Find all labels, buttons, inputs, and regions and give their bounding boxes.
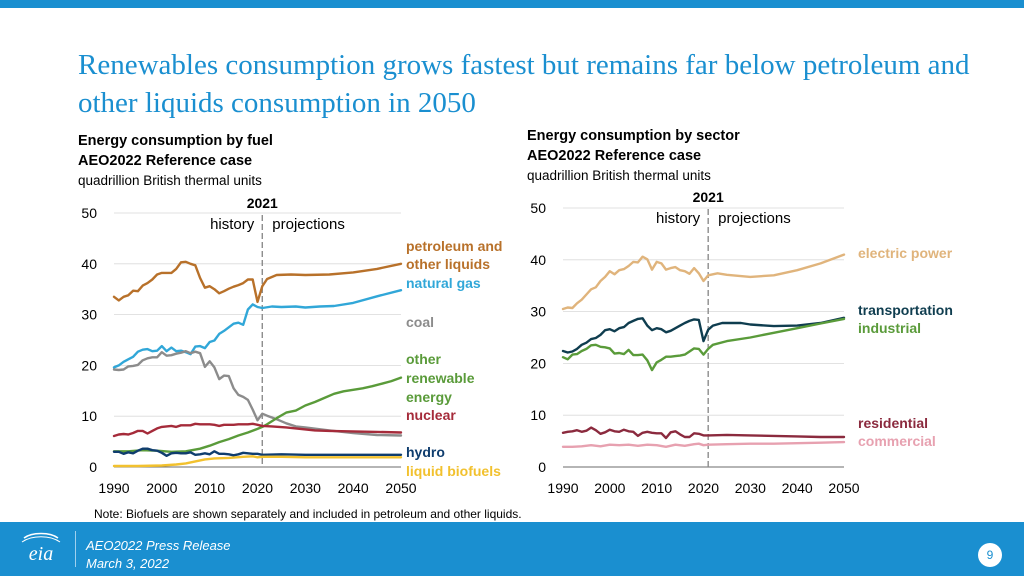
fuel-x-tick-label: 2020 bbox=[242, 480, 273, 496]
sector-y-tick-label: 50 bbox=[530, 200, 546, 216]
fuel-series-other-renewable-energy bbox=[112, 376, 403, 453]
fuel-label-coal: coal bbox=[406, 314, 434, 330]
fuel-divider-year: 2021 bbox=[247, 195, 278, 211]
fuel-label-hydro: hydro bbox=[406, 444, 445, 460]
left-chart-subtitle: AEO2022 Reference case bbox=[78, 153, 253, 169]
sector-series-electric-power bbox=[561, 253, 846, 311]
sector-label-industrial: industrial bbox=[858, 320, 921, 336]
sector-x-tick-label: 1990 bbox=[547, 480, 578, 496]
fuel-label-liquid-biofuels: liquid biofuels bbox=[406, 463, 501, 479]
footer-date: March 3, 2022 bbox=[86, 556, 170, 571]
left-chart-units: quadrillion British thermal units bbox=[78, 173, 262, 188]
footer-divider bbox=[75, 531, 76, 567]
sector-x-tick-label: 2010 bbox=[641, 480, 672, 496]
fuel-x-tick-label: 2030 bbox=[290, 480, 321, 496]
fuel-label-natural-gas: natural gas bbox=[406, 275, 481, 291]
fuel-series-hydro bbox=[112, 447, 403, 457]
fuel-y-tick-label: 40 bbox=[81, 256, 97, 272]
sector-x-tick-label: 2040 bbox=[782, 480, 813, 496]
footer-text: AEO2022 Press Release March 3, 2022 bbox=[86, 537, 231, 573]
footer-release-title: AEO2022 Press Release bbox=[86, 538, 231, 553]
sector-label-electric-power: electric power bbox=[858, 245, 953, 261]
sector-history-label: history bbox=[656, 210, 701, 227]
fuel-label-other-renewable-energy: other renewable energy bbox=[406, 351, 475, 405]
sector-divider-year: 2021 bbox=[693, 189, 724, 205]
left-chart-title: Energy consumption by fuel bbox=[78, 133, 273, 149]
right-chart-heading: Energy consumption by sector AEO2022 Ref… bbox=[527, 126, 740, 186]
fuel-y-tick-label: 50 bbox=[81, 205, 97, 221]
fuel-label-line: other bbox=[406, 351, 442, 367]
sector-y-tick-label: 20 bbox=[530, 355, 546, 371]
fuel-y-tick-label: 30 bbox=[81, 307, 97, 323]
fuel-series-nuclear bbox=[112, 422, 403, 438]
sector-series-residential bbox=[561, 426, 846, 440]
sector-x-tick-label: 2000 bbox=[594, 480, 625, 496]
right-chart-units: quadrillion British thermal units bbox=[527, 168, 711, 183]
sector-projections-label: projections bbox=[718, 210, 791, 227]
fuel-label-nuclear: nuclear bbox=[406, 407, 456, 423]
sector-label-commercial: commercial bbox=[858, 433, 936, 449]
eia-logo-icon: eia bbox=[21, 532, 61, 565]
sector-y-tick-label: 0 bbox=[538, 459, 546, 475]
fuel-history-label: history bbox=[210, 216, 255, 233]
sector-x-tick-label: 2020 bbox=[688, 480, 719, 496]
fuel-x-tick-label: 2050 bbox=[385, 480, 416, 496]
left-chart-heading: Energy consumption by fuel AEO2022 Refer… bbox=[78, 131, 273, 191]
sector-series-commercial bbox=[561, 440, 846, 448]
eia-logo-text: eia bbox=[29, 543, 53, 565]
fuel-label-line: energy bbox=[406, 389, 452, 405]
footnote: Note: Biofuels are shown separately and … bbox=[94, 507, 522, 521]
fuel-x-tick-label: 2000 bbox=[146, 480, 177, 496]
top-accent-bar bbox=[0, 0, 1024, 8]
fuel-label-line: other liquids bbox=[406, 256, 490, 272]
right-chart-subtitle: AEO2022 Reference case bbox=[527, 148, 702, 164]
sector-series-industrial bbox=[561, 317, 846, 372]
fuel-label-line: petroleum and bbox=[406, 238, 502, 254]
fuel-x-tick-label: 1990 bbox=[98, 480, 129, 496]
fuel-label-line: renewable bbox=[406, 370, 475, 386]
sector-y-tick-label: 30 bbox=[530, 304, 546, 320]
right-chart-title: Energy consumption by sector bbox=[527, 128, 740, 144]
fuel-x-tick-label: 2010 bbox=[194, 480, 225, 496]
page-number: 9 bbox=[978, 543, 1002, 567]
fuel-series-petroleum-and-other-liquids bbox=[112, 260, 403, 304]
footer-bar bbox=[0, 522, 1024, 576]
fuel-series-coal bbox=[112, 350, 403, 437]
fuel-x-tick-label: 2040 bbox=[338, 480, 369, 496]
fuel-y-tick-label: 20 bbox=[81, 357, 97, 373]
sector-label-residential: residential bbox=[858, 415, 928, 431]
fuel-y-tick-label: 0 bbox=[89, 459, 97, 475]
fuel-series-liquid-biofuels bbox=[112, 455, 403, 468]
fuel-series-natural-gas bbox=[112, 289, 403, 369]
fuel-y-tick-label: 10 bbox=[81, 408, 97, 424]
sector-label-transportation: transportation bbox=[858, 302, 953, 318]
sector-y-tick-label: 10 bbox=[530, 407, 546, 423]
sector-y-tick-label: 40 bbox=[530, 252, 546, 268]
fuel-projections-label: projections bbox=[272, 216, 345, 233]
slide-title: Renewables consumption grows fastest but… bbox=[78, 49, 970, 119]
sector-x-tick-label: 2050 bbox=[828, 480, 859, 496]
sector-series-transportation bbox=[561, 316, 846, 354]
sector-x-tick-label: 2030 bbox=[735, 480, 766, 496]
fuel-label-petroleum-and-other-liquids: petroleum and other liquids bbox=[406, 238, 502, 272]
